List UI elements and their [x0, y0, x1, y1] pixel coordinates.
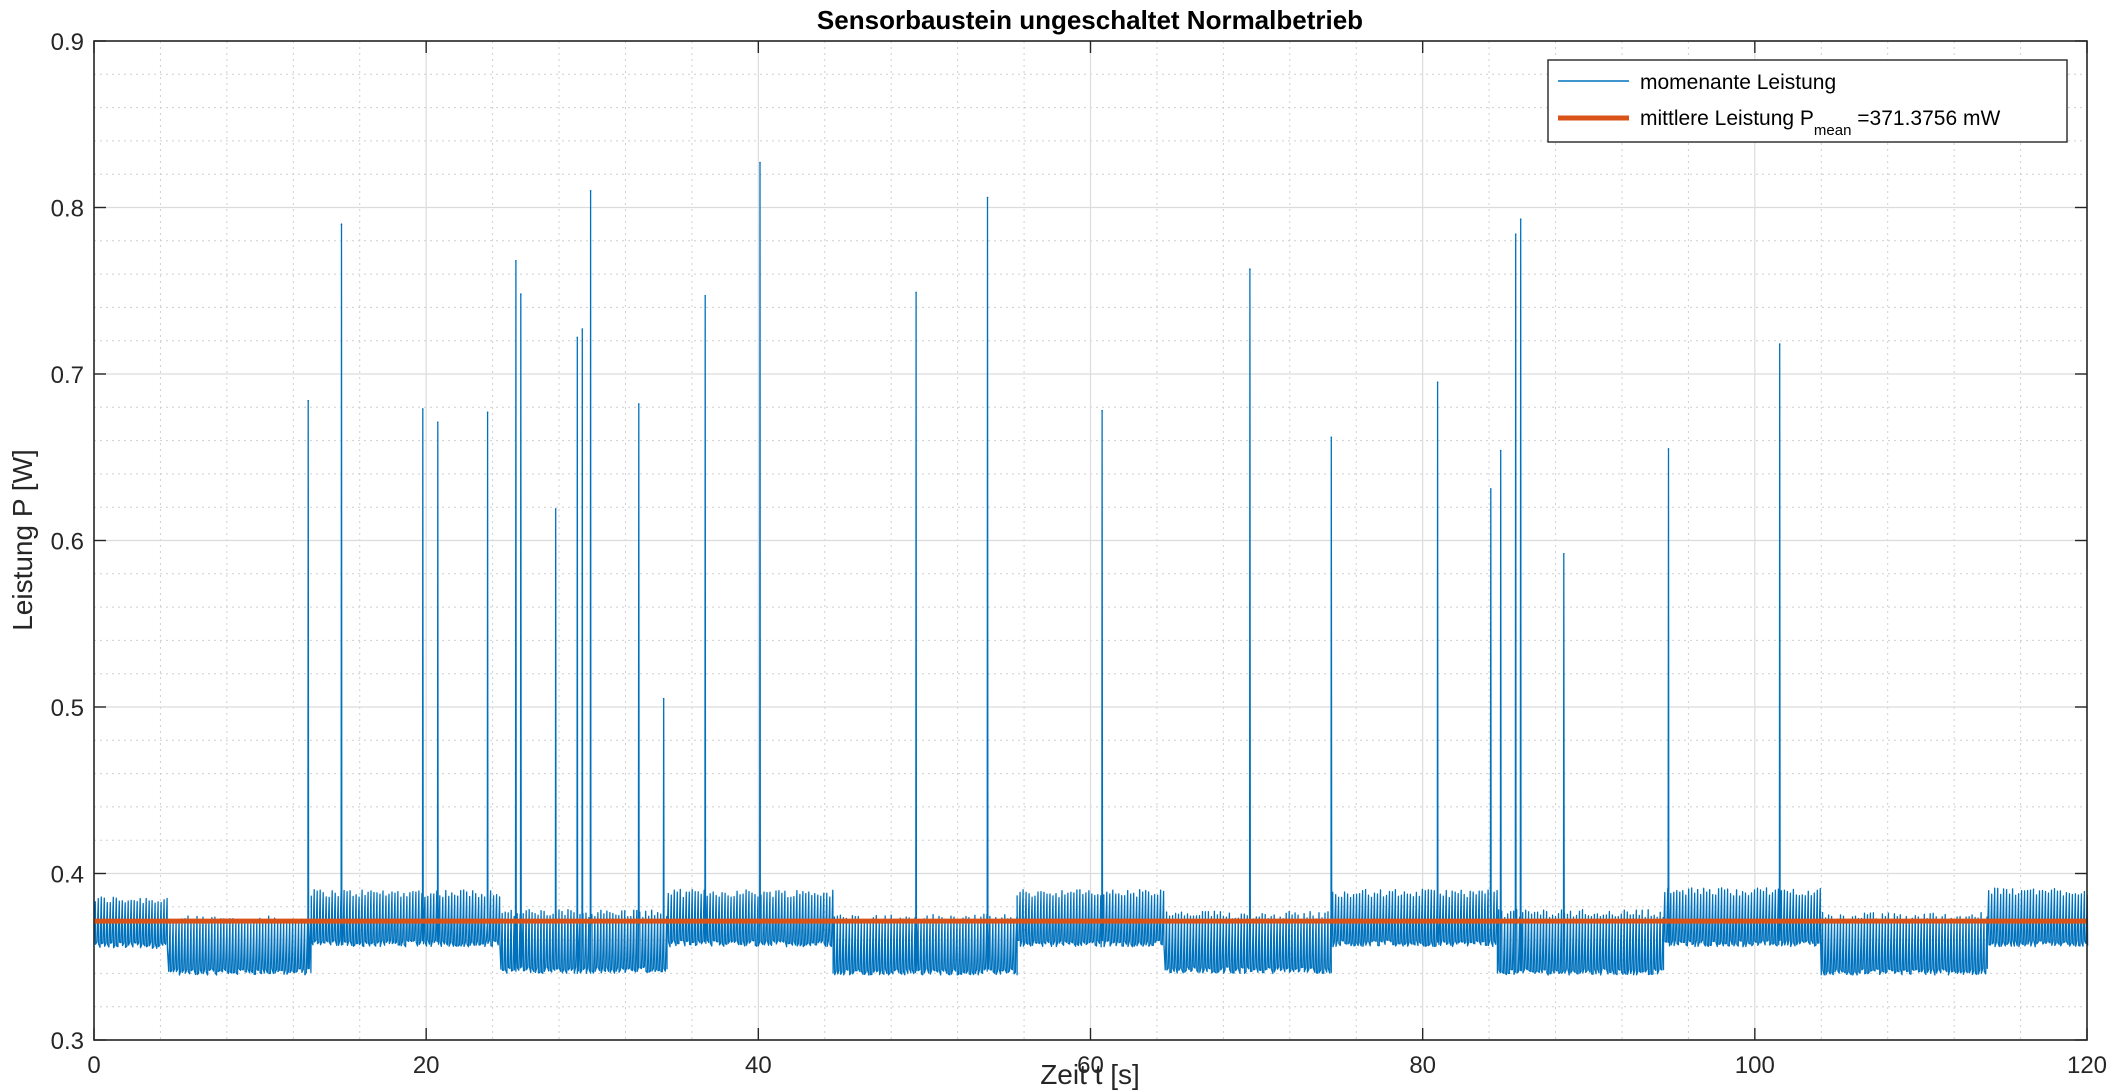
y-tick-labels: 0.3 0.4 0.5 0.6 0.7 0.8 0.9	[51, 29, 84, 1055]
spike-peak-point	[515, 259, 517, 262]
spike-peak-point	[436, 421, 439, 424]
y-tick-label: 0.5	[51, 695, 84, 722]
y-tick-label: 0.3	[51, 1028, 84, 1055]
spike-peak-point	[1249, 268, 1251, 270]
x-tick-label: 20	[413, 1052, 440, 1079]
spike-peak-point	[1489, 488, 1492, 490]
y-tick-label: 0.7	[51, 362, 84, 389]
spike-peak-point	[759, 161, 761, 164]
spike-peak-point	[520, 293, 522, 295]
spike-peak-point	[1514, 233, 1517, 235]
chart-title: Sensorbaustein ungeschaltet Normalbetrie…	[817, 5, 1363, 35]
spike-peak-point	[1499, 449, 1502, 452]
spike-peak-point	[1330, 436, 1333, 439]
spike-peak-point	[589, 190, 592, 192]
x-tick-label: 40	[745, 1052, 772, 1079]
spike-peak-point	[581, 328, 584, 330]
spike-peak-point	[986, 196, 989, 199]
legend-label-mean-subscript: mean	[1814, 122, 1852, 139]
x-tick-label: 120	[2067, 1052, 2107, 1079]
y-axis-label: Leistung P [W]	[7, 449, 38, 631]
series-layer	[93, 161, 2089, 976]
x-tick-label: 60	[1077, 1052, 1104, 1079]
x-tick-label: 80	[1409, 1052, 1436, 1079]
spike-peak-point	[1519, 218, 1522, 220]
y-tick-label: 0.9	[51, 29, 84, 56]
spike-peak-point	[554, 508, 557, 510]
legend-label-mean: mittlere Leistung Pmean =371.3756 mW	[1640, 107, 2000, 139]
spike-peak-point	[1667, 448, 1670, 450]
y-tick-label: 0.4	[51, 862, 84, 889]
legend-label-mean-prefix: mittlere Leistung P	[1640, 107, 1814, 130]
spike-peak-point	[662, 697, 665, 700]
y-tick-label: 0.8	[51, 196, 84, 223]
series-momentane-leistung	[93, 161, 2089, 976]
spike-peak-point	[1101, 409, 1103, 412]
y-tick-label: 0.6	[51, 529, 84, 556]
spike-peak-point	[307, 399, 310, 402]
legend: momenante Leistung mittlere Leistung Pme…	[1547, 59, 2068, 143]
spike-peak-point	[340, 223, 343, 225]
x-axis-label: Zeit t [s]	[1040, 1059, 1140, 1090]
spike-peak-point	[637, 403, 640, 405]
legend-label-mean-suffix: =371.3756 mW	[1851, 107, 2000, 130]
spike-peak-point	[1436, 381, 1439, 384]
spike-peak-point	[1778, 343, 1781, 345]
spike-peak-point	[576, 336, 579, 339]
axes-box	[93, 40, 2088, 1041]
x-tick-label: 0	[87, 1052, 100, 1079]
spike-peak-point	[422, 408, 424, 410]
spike-peak-point	[486, 411, 489, 414]
spike-peak-point	[704, 294, 706, 297]
x-tick-label: 100	[1735, 1052, 1775, 1079]
legend-label-instant: momenante Leistung	[1640, 71, 1836, 94]
x-tick-labels: 0 20 40 60 80 100 120	[87, 1052, 2107, 1079]
legend-box	[1547, 59, 2068, 143]
spike-peak-point	[1563, 553, 1565, 555]
spike-peak-point	[915, 291, 917, 294]
